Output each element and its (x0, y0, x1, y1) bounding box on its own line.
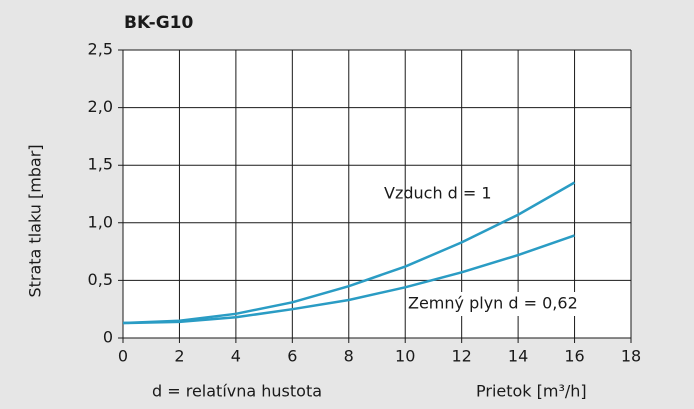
y-tick-label: 0,5 (88, 270, 113, 289)
series-label: Zemný plyn d = 0,62 (408, 294, 578, 313)
x-tick-label: 16 (564, 347, 584, 366)
y-tick-label: 2,0 (88, 97, 113, 116)
x-tick-label: 4 (231, 347, 241, 366)
series-line (122, 234, 575, 325)
y-tick-label: 1,5 (88, 155, 113, 174)
y-tick-label: 0 (103, 328, 113, 347)
x-tick-label: 2 (174, 347, 184, 366)
y-tick-label: 1,0 (88, 212, 113, 231)
x-tick-label: 0 (118, 347, 128, 366)
x-tick-label: 6 (287, 347, 297, 366)
label-box (406, 292, 628, 316)
series-line (122, 181, 576, 325)
chart-title: BK-G10 (124, 13, 193, 33)
x-tick-label: 12 (451, 347, 471, 366)
x-tick-label: 10 (395, 347, 415, 366)
note: d = relatívna hustota (152, 382, 322, 401)
x-axis-label: Prietok [m³/h] (476, 382, 587, 401)
y-tick-label: 2,5 (88, 40, 113, 59)
series-label: Vzduch d = 1 (384, 184, 492, 203)
plot-area (123, 50, 631, 338)
x-tick-label: 18 (621, 347, 641, 366)
x-tick-label: 8 (344, 347, 354, 366)
x-tick-label: 14 (508, 347, 528, 366)
y-axis-label: Strata tlaku [mbar] (26, 144, 45, 297)
